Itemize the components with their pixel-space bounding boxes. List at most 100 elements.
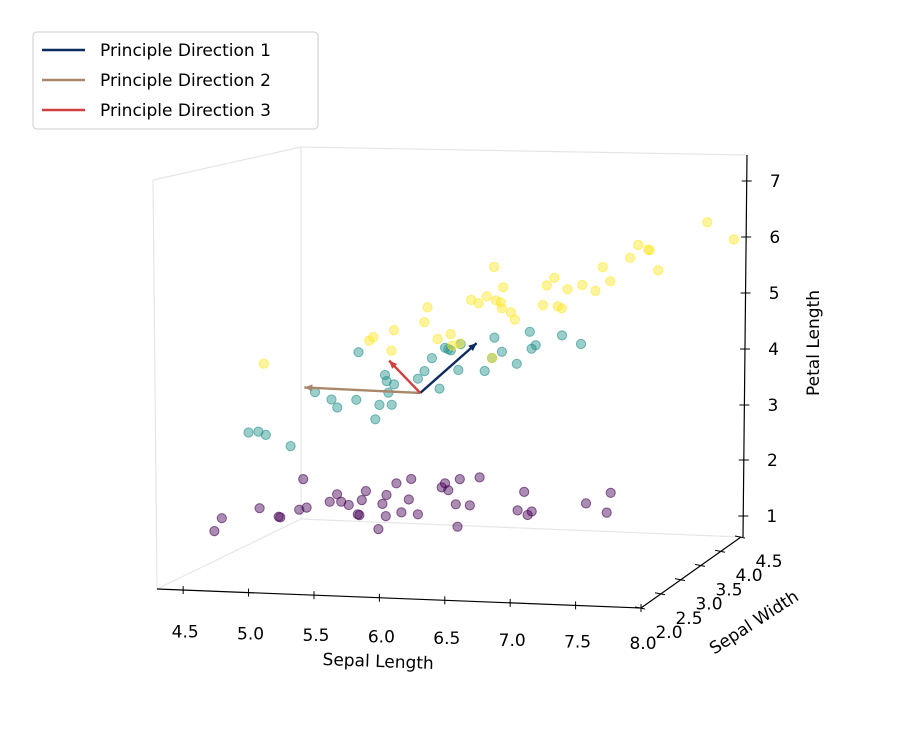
scatter-point: [455, 339, 466, 350]
scatter-point: [285, 441, 296, 452]
scatter-point: [556, 330, 568, 341]
scatter-point: [486, 352, 498, 364]
principal-direction-1-arrowhead: [468, 343, 477, 351]
scatter-point: [396, 507, 407, 518]
scatter-point: [353, 347, 364, 358]
scatter-point: [519, 486, 530, 497]
scatter-point: [298, 474, 309, 485]
scatter-point: [489, 332, 500, 343]
scatter-point: [454, 338, 465, 349]
scatter-point: [403, 494, 414, 505]
scatter-point: [653, 265, 664, 276]
pane-edge: [152, 179, 158, 590]
scatter-point: [511, 358, 522, 369]
scatter-point: [209, 526, 220, 537]
y-tick: [734, 535, 746, 539]
scatter-point: [253, 426, 264, 437]
legend-box: [32, 31, 319, 130]
x-tick-label: 7.0: [499, 631, 526, 651]
scatter-point: [434, 383, 445, 394]
scatter-point: [324, 496, 335, 507]
scatter-point: [490, 295, 501, 306]
scatter-point: [439, 342, 451, 353]
y-axis-line: [640, 536, 742, 609]
scatter-point: [590, 285, 601, 296]
z-tick-label: 1: [766, 507, 777, 527]
scatter-point: [379, 369, 391, 381]
scatter-point: [443, 485, 454, 496]
scatter-point: [505, 307, 516, 318]
scatter-point: [633, 239, 644, 251]
x-tick-label: 6.0: [368, 628, 395, 648]
scatter-point: [453, 364, 464, 376]
scatter-point: [498, 282, 509, 293]
scatter-point: [254, 503, 265, 514]
scatter-point: [580, 498, 592, 509]
x-tick-label: 7.5: [564, 632, 591, 652]
scatter-point: [364, 335, 375, 346]
scatter-point: [356, 495, 367, 506]
y-tick-label: 2.5: [675, 609, 702, 629]
scatter-point: [575, 338, 587, 350]
scatter-point: [258, 358, 269, 369]
scatter-point: [601, 507, 612, 518]
principal-direction-3-arrowhead: [389, 360, 398, 369]
axes: 4.5 5.0 5.5 6.0 6.5 7.0 7.5 8.02.02.53.03.54.04…: [156, 154, 824, 674]
scatter-point: [537, 300, 549, 311]
scatter-point: [524, 326, 535, 337]
z-axis-title: Petal Length: [804, 290, 824, 396]
scatter-point: [260, 429, 271, 440]
scatter-point: [624, 252, 636, 263]
scatter-point: [216, 513, 227, 524]
scatter-point: [464, 500, 475, 511]
x-axis-title: Sepal Length: [322, 650, 434, 674]
scatter-point: [374, 399, 385, 410]
scatter-point: [343, 499, 354, 511]
axes-panes: [152, 146, 748, 590]
principal-direction-1: [419, 342, 478, 394]
scatter-point: [406, 473, 417, 485]
scatter-point: [386, 399, 397, 410]
x-axis-line: [156, 588, 642, 609]
scatter-point: [605, 487, 616, 498]
scatter-points: [209, 217, 739, 537]
scatter-point: [294, 504, 305, 515]
scatter-point: [419, 366, 430, 377]
scatter-point: [386, 345, 397, 356]
scatter-point: [381, 489, 392, 501]
y-tick-label: 4.0: [735, 566, 762, 586]
scatter-point: [351, 394, 362, 405]
x-tick-label: 8.0: [629, 634, 656, 654]
legend-label: Principle Direction 2: [100, 71, 271, 91]
scatter-point: [526, 506, 537, 517]
scatter-point: [549, 272, 560, 283]
scatter-point: [702, 217, 713, 228]
z-tick-label: 5: [769, 284, 780, 304]
y-tick: [634, 606, 646, 610]
scatter-point: [275, 512, 286, 523]
scatter-point: [388, 325, 399, 336]
scatter-point: [728, 234, 739, 245]
x-tick-label: 6.5: [433, 629, 460, 649]
scatter-point: [370, 414, 381, 425]
scatter-point: [422, 302, 433, 313]
scatter-point: [447, 340, 458, 351]
x-tick-label: 4.5: [172, 623, 199, 643]
z-tick-label: 3: [768, 396, 779, 416]
scatter-point: [377, 498, 388, 509]
y-tick: [674, 578, 686, 582]
scatter-point: [380, 510, 391, 522]
pane-edge: [156, 518, 302, 590]
legend[interactable]: Principle Direction 1 Principle Direction…: [32, 31, 319, 130]
scatter-point: [445, 329, 456, 340]
pane-edge: [300, 146, 748, 156]
y-tick: [714, 549, 726, 553]
scatter-point: [605, 276, 616, 287]
z-tick-label: 6: [769, 228, 780, 248]
scatter-point: [474, 472, 485, 483]
scatter-point: [454, 474, 465, 485]
scatter-point: [481, 291, 492, 302]
scatter-point: [326, 394, 337, 405]
scatter-point: [381, 376, 392, 387]
